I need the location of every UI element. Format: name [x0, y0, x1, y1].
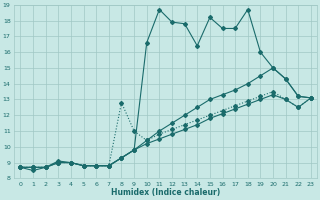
X-axis label: Humidex (Indice chaleur): Humidex (Indice chaleur) — [111, 188, 220, 197]
